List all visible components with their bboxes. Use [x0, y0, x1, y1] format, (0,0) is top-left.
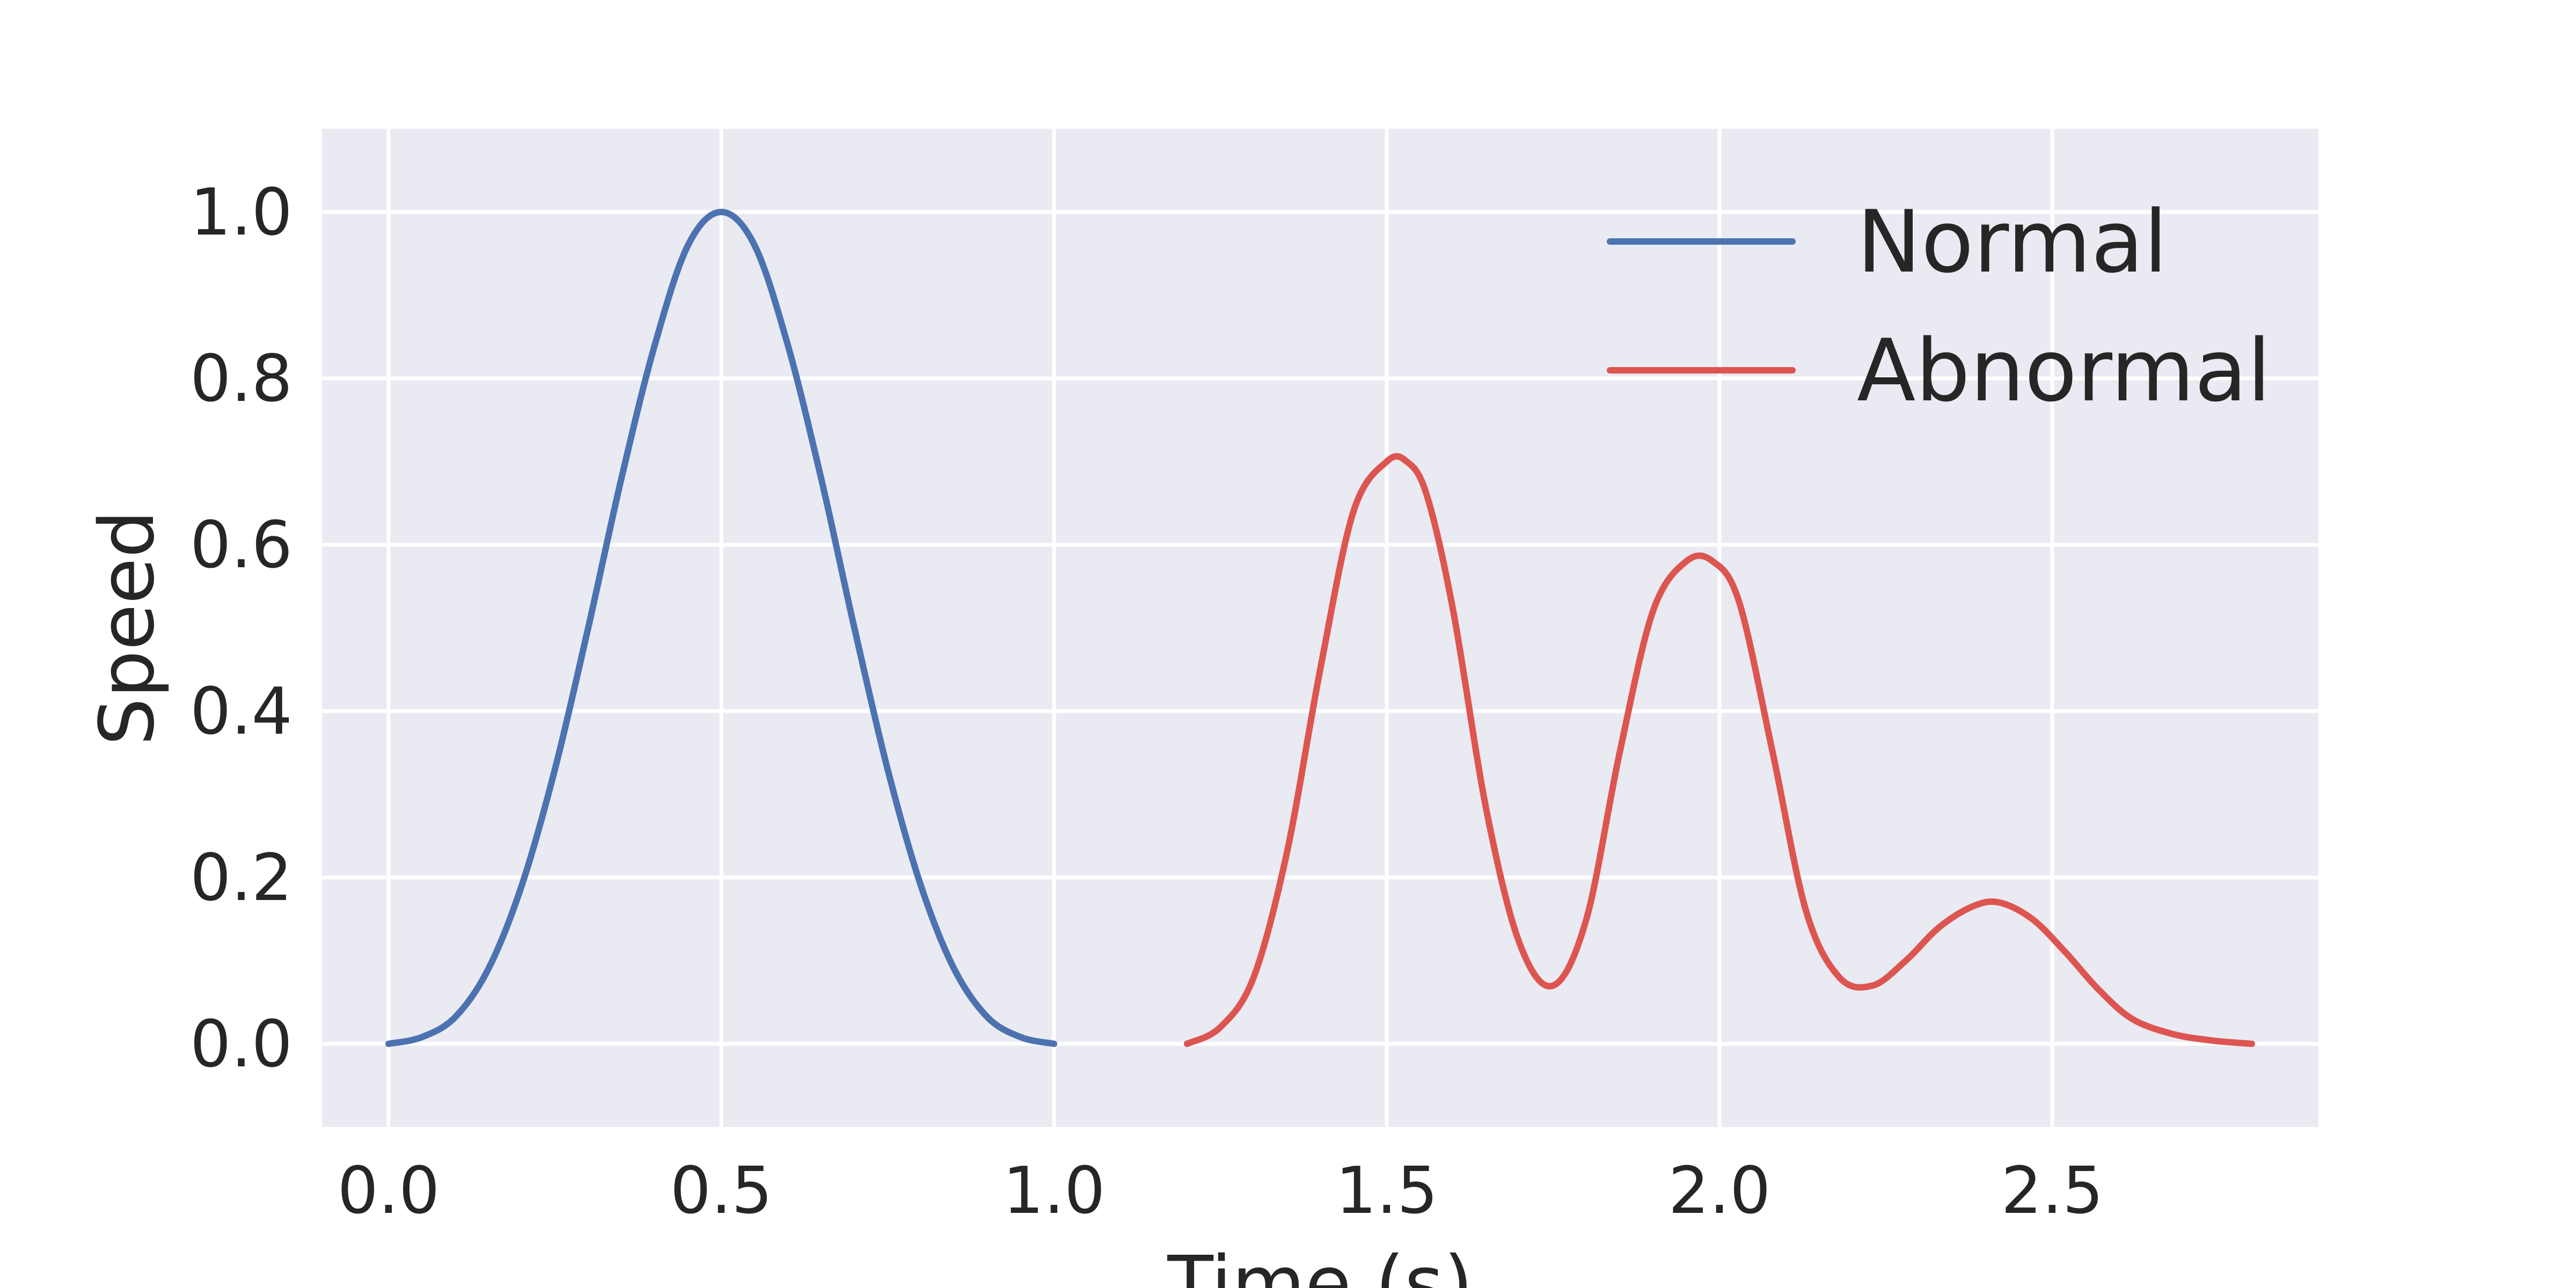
y-axis-label: Speed [84, 510, 171, 746]
y-tick-label: 0.2 [190, 841, 292, 916]
x-tick-label: 0.0 [338, 1154, 440, 1228]
x-tick-label: 1.5 [1336, 1154, 1438, 1228]
y-tick-label: 0.6 [190, 508, 292, 583]
legend-label-normal: Normal [1857, 192, 2168, 292]
x-axis-label: Time (s) [1167, 1240, 1473, 1288]
y-tick-label: 0.8 [190, 342, 292, 416]
series-line-normal [385, 209, 1057, 1047]
y-tick-labels: 0.0 0.2 0.4 0.6 0.8 1.0 [190, 175, 292, 1082]
x-tick-labels: 0.0 0.5 1.0 1.5 2.0 2.5 [338, 1154, 2104, 1228]
series-line-abnormal [1184, 453, 2255, 1047]
series-layer [385, 209, 2255, 1047]
x-tick-label: 2.0 [1668, 1154, 1771, 1228]
y-tick-label: 1.0 [190, 175, 292, 250]
y-tick-label: 0.4 [190, 675, 292, 749]
grid-lines [322, 129, 2318, 1127]
y-tick-label: 0.0 [190, 1007, 292, 1082]
x-tick-label: 2.5 [2001, 1154, 2104, 1228]
plot-background [322, 129, 2318, 1127]
x-tick-label: 0.5 [670, 1154, 773, 1228]
legend: Normal Abnormal [1607, 192, 2271, 421]
x-tick-label: 1.0 [1003, 1154, 1106, 1228]
legend-label-abnormal: Abnormal [1857, 320, 2271, 421]
